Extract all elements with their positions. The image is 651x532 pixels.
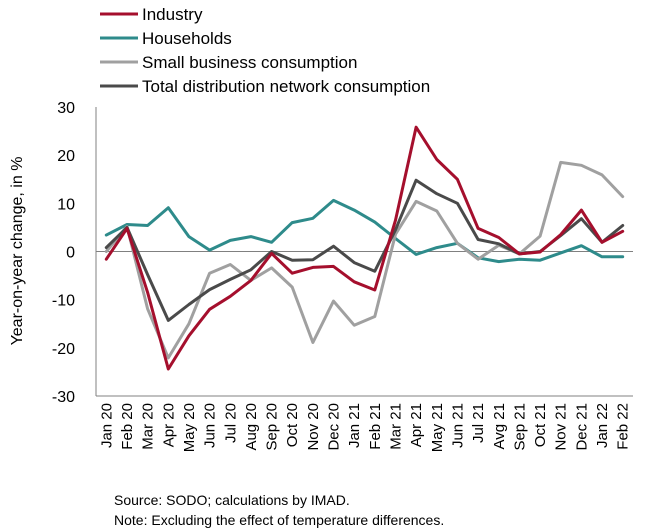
legend-label: Households <box>142 29 232 48</box>
x-tick-label: Jan 20 <box>98 403 115 448</box>
series-line-industry <box>104 125 625 371</box>
x-tick-label: Avg 21 <box>491 403 508 449</box>
legend-label: Total distribution network consumption <box>142 77 430 96</box>
legend-label: Small business consumption <box>142 53 357 72</box>
series-lines <box>104 125 625 371</box>
x-tick-label: Feb 22 <box>615 403 632 450</box>
x-tick-label: Aug 20 <box>243 403 260 451</box>
x-tick-label: Jan 22 <box>594 403 611 448</box>
plot-area <box>95 107 633 397</box>
x-tick-label: May 20 <box>181 403 198 452</box>
x-tick-label: Mar 21 <box>387 403 404 450</box>
x-tick-label: Jan 21 <box>346 403 363 448</box>
x-tick-label: Sep 20 <box>264 403 281 451</box>
legend-label: Industry <box>142 5 203 24</box>
x-tick-label: Feb 21 <box>367 403 384 450</box>
x-tick-label: Jun 21 <box>449 403 466 448</box>
y-axis-label: Year-on-year change, in % <box>9 157 26 346</box>
legend: Industry Households Small business consump… <box>100 5 430 96</box>
y-tick-label: 0 <box>66 245 75 262</box>
series-line-total-distribution-network-consumption <box>104 178 625 322</box>
series-line-households <box>104 198 625 264</box>
x-tick-label: Oct 21 <box>532 403 549 447</box>
x-tick-label: Sep 21 <box>511 403 528 451</box>
x-tick-label: Mar 20 <box>140 403 157 450</box>
x-tick-label: Apr 20 <box>160 403 177 447</box>
y-tick-label: 10 <box>57 196 75 213</box>
x-tick-label: Jul 21 <box>470 403 487 443</box>
x-tick-label: Apr 21 <box>408 403 425 447</box>
y-tick-label: 20 <box>57 148 75 165</box>
y-tick-label: -20 <box>52 341 75 358</box>
y-tick-label: -10 <box>52 293 75 310</box>
y-tick-label: 30 <box>57 100 75 117</box>
source-note: Source: SODO; calculations by IMAD. <box>114 492 350 508</box>
x-tick-label: Jun 20 <box>202 403 219 448</box>
y-tick-label: -30 <box>52 389 75 406</box>
x-tick-label: May 21 <box>429 403 446 452</box>
x-tick-labels: Jan 20 Feb 20 Mar 20 Apr 20 May 20 Jun 20 Jul … <box>98 403 631 452</box>
y-tick-labels: 30 20 10 0 -10 -20 -30 <box>52 100 75 406</box>
x-tick-label: Nov 20 <box>305 403 322 451</box>
x-tick-label: Dec 21 <box>573 403 590 451</box>
x-tick-label: Jul 20 <box>222 403 239 443</box>
x-tick-label: Dec 20 <box>326 403 343 451</box>
footnote: Note: Excluding the effect of temperatur… <box>114 512 445 528</box>
x-tick-label: Oct 20 <box>284 403 301 447</box>
x-tick-label: Nov 21 <box>553 403 570 451</box>
x-tick-label: Feb 20 <box>119 403 136 450</box>
series-line-small-business-consumption <box>104 160 625 360</box>
